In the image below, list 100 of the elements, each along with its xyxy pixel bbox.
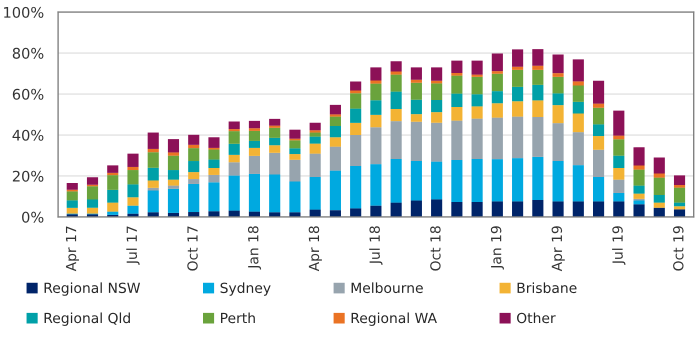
bar — [572, 114, 584, 132]
bar — [370, 67, 382, 81]
x-tick-label: Jul 18 — [369, 226, 383, 265]
bar — [472, 202, 483, 217]
bar — [269, 174, 280, 212]
y-tick-label: 20% — [12, 170, 44, 182]
bar — [248, 120, 260, 128]
bar — [451, 202, 462, 217]
bar — [633, 166, 645, 170]
bar — [228, 154, 240, 162]
y-tick-label: 80% — [12, 48, 44, 59]
bar — [431, 199, 442, 217]
bar — [633, 170, 645, 186]
bar — [107, 172, 118, 176]
bar — [269, 128, 280, 138]
legend-label: Sydney — [220, 282, 271, 296]
bar — [410, 200, 422, 217]
bar — [350, 90, 362, 94]
bar — [188, 172, 200, 180]
bar — [552, 123, 564, 162]
x-tick-label: Apr 18 — [308, 226, 322, 272]
bar — [148, 180, 159, 188]
bar — [613, 156, 624, 168]
bar — [512, 158, 524, 202]
bar — [431, 122, 442, 162]
bar — [532, 200, 544, 217]
bar — [370, 84, 382, 100]
bar — [66, 191, 78, 200]
bar — [613, 192, 624, 202]
bar — [350, 135, 362, 166]
bar — [592, 108, 604, 124]
bar — [310, 122, 321, 130]
bar — [86, 200, 98, 208]
bar — [674, 206, 686, 210]
bar — [269, 138, 280, 146]
bar — [330, 170, 341, 210]
bar — [451, 60, 462, 73]
bar — [127, 184, 139, 198]
bar — [228, 131, 240, 144]
bar — [512, 86, 524, 102]
bar — [674, 188, 686, 203]
bar — [512, 201, 524, 217]
bar — [248, 140, 260, 148]
bar — [148, 190, 159, 212]
bar — [512, 101, 524, 117]
bar — [390, 92, 402, 109]
bar — [86, 186, 98, 200]
bar — [107, 165, 118, 173]
bar — [350, 122, 362, 136]
bar — [289, 154, 300, 160]
bar — [86, 208, 98, 214]
bar — [633, 194, 645, 199]
bar — [592, 80, 604, 104]
bar — [269, 145, 280, 153]
bar — [431, 112, 442, 123]
bar — [350, 166, 362, 208]
bar — [633, 204, 645, 217]
bar — [269, 118, 280, 126]
bar — [572, 81, 584, 86]
bar — [472, 94, 483, 106]
bar — [168, 156, 180, 170]
bar — [390, 121, 402, 159]
bar — [188, 134, 200, 145]
bar — [410, 67, 422, 80]
bar — [451, 120, 462, 160]
bar — [552, 93, 564, 106]
bar — [532, 66, 544, 70]
bar — [228, 121, 240, 130]
x-tick-label: Oct 17 — [187, 226, 198, 271]
bar — [674, 175, 686, 185]
bar — [451, 76, 462, 94]
bar — [512, 49, 524, 67]
bar — [633, 200, 645, 204]
bar — [310, 154, 321, 177]
bar — [370, 80, 382, 84]
bar — [654, 195, 665, 203]
y-tick-label: 60% — [12, 88, 44, 100]
x-tick-label: Jan 19 — [490, 226, 504, 270]
bar — [592, 136, 604, 150]
bar — [492, 118, 503, 160]
bar — [168, 188, 180, 213]
legend-label: Other — [517, 312, 556, 324]
bar — [592, 201, 604, 217]
bar — [512, 66, 524, 70]
bar — [188, 144, 200, 148]
bar — [674, 184, 686, 188]
legend-label: Melbourne — [352, 282, 423, 294]
bar — [248, 174, 260, 212]
bar — [107, 212, 118, 215]
bar — [472, 60, 483, 75]
bar — [188, 148, 200, 162]
bar — [330, 137, 341, 147]
bar — [431, 83, 442, 100]
bar — [289, 148, 300, 154]
bar — [572, 165, 584, 202]
bar — [289, 160, 300, 182]
bar — [248, 156, 260, 174]
bar — [208, 160, 220, 168]
bar — [310, 177, 321, 210]
bar — [370, 206, 382, 217]
